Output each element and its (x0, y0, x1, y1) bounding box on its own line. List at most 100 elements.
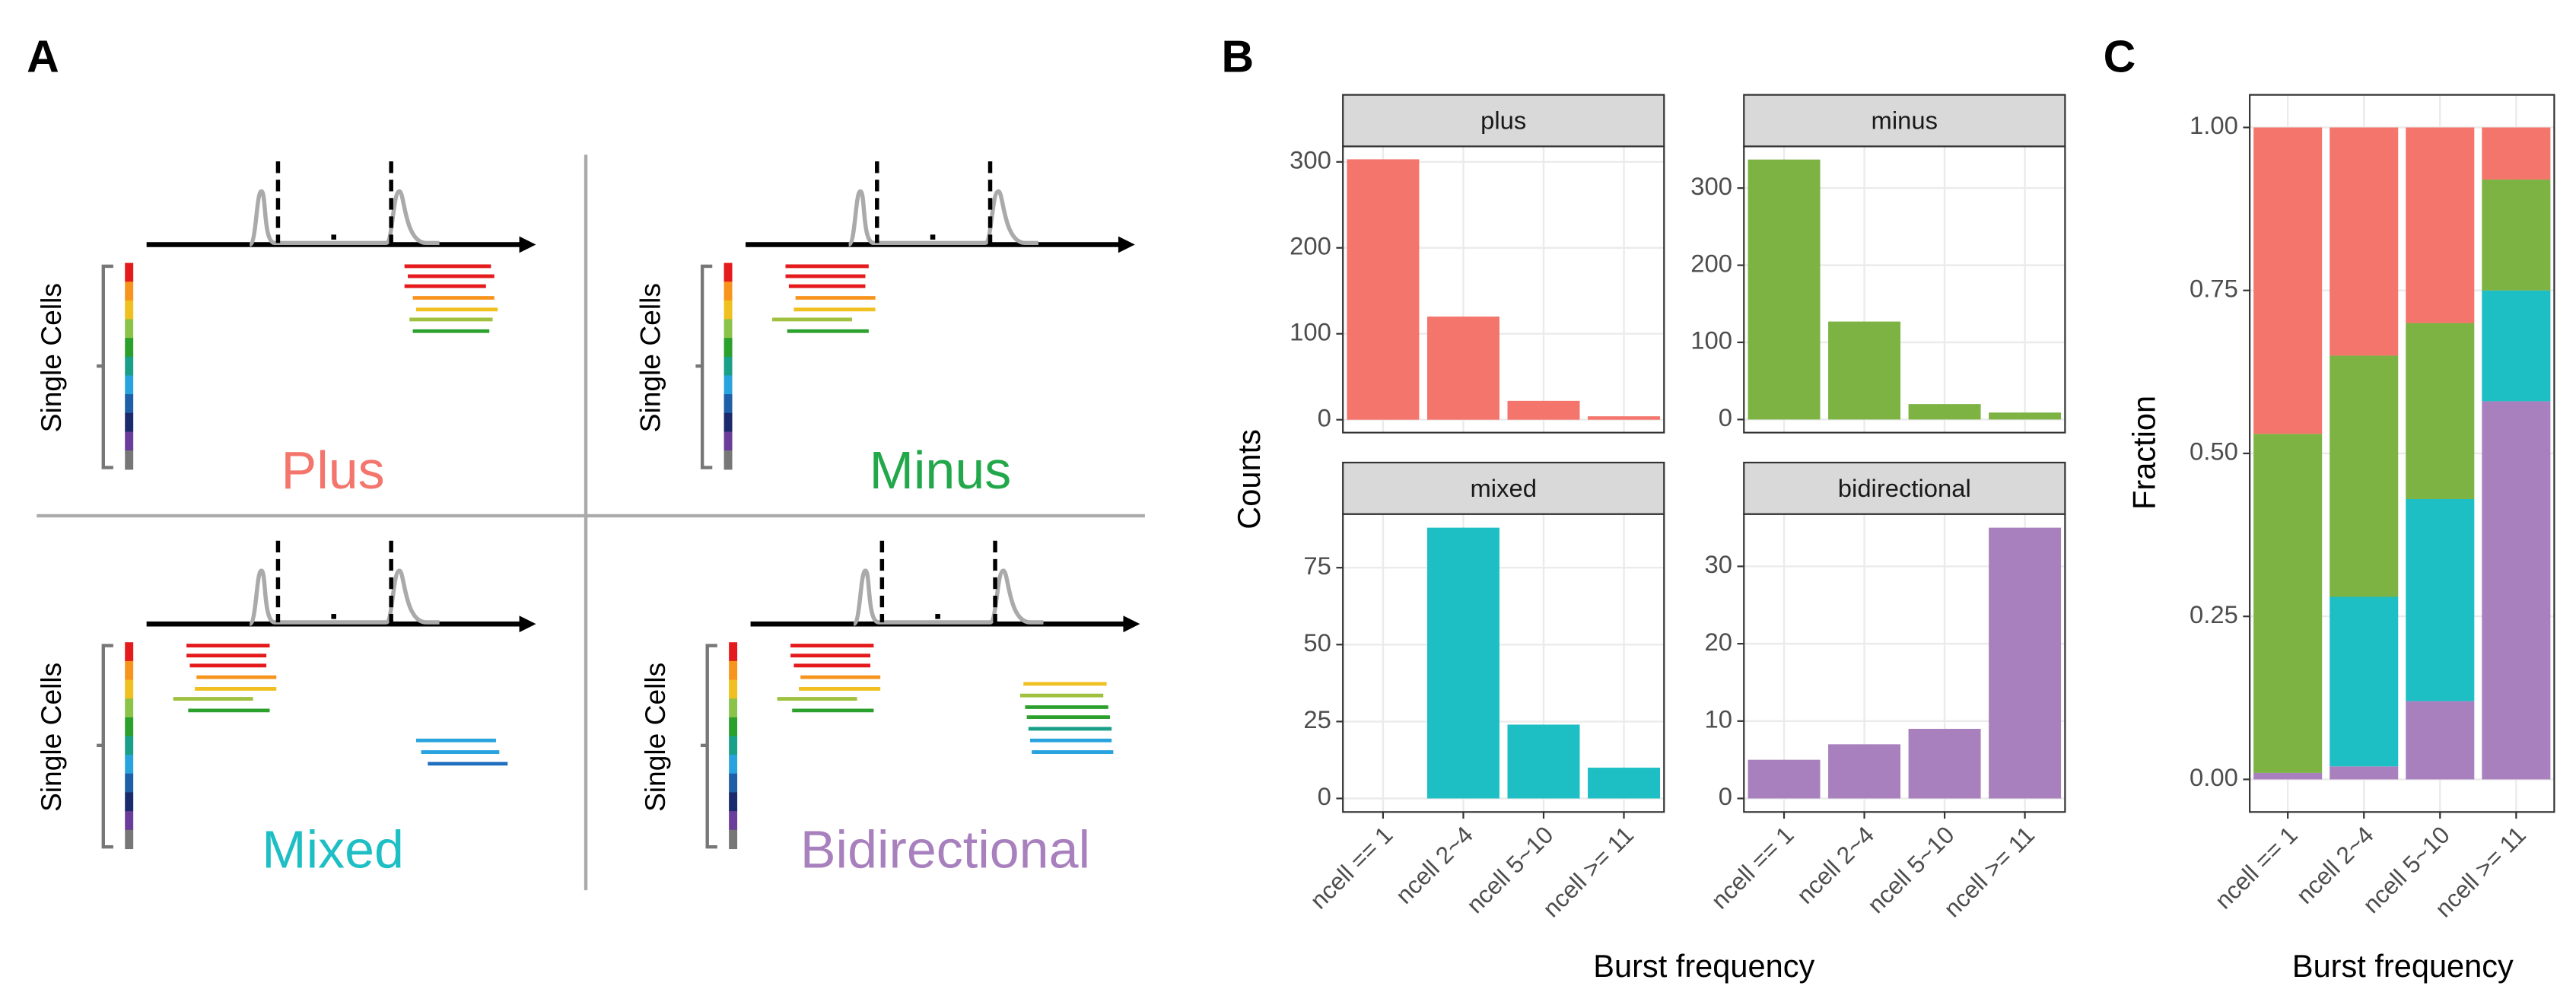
y-tick-label: 300 (1290, 145, 1331, 173)
strip-label: mixed (1470, 474, 1537, 502)
y-tick-label: 0 (1318, 782, 1331, 810)
strip-label: bidirectional (1838, 474, 1971, 502)
bar-segment (2406, 701, 2475, 780)
cell-color (125, 829, 134, 850)
cell-color (125, 394, 134, 414)
bar-segment (2330, 596, 2399, 767)
dot (935, 614, 940, 619)
quadrant-label: Plus (281, 440, 385, 500)
quadrant-label: Minus (870, 440, 1012, 500)
bracket (97, 264, 113, 469)
y-tick-label: 200 (1290, 231, 1331, 259)
cell-color (125, 338, 134, 358)
dot (331, 234, 336, 240)
y-tick-label: 50 (1303, 628, 1331, 657)
bar-segment (2482, 127, 2551, 180)
cell-color (125, 792, 134, 812)
x-axis-title: Burst frequency (2292, 948, 2514, 984)
bar-segment (2330, 355, 2399, 597)
cell-color (125, 300, 134, 320)
cell-color (729, 792, 738, 812)
cell-color (724, 394, 733, 414)
cell-color (729, 755, 738, 774)
bar (1748, 159, 1821, 420)
panel-border (1743, 513, 2066, 813)
strip-label: minus (1872, 106, 1938, 134)
y-tick-label: 0.50 (2190, 437, 2238, 466)
quadrant-label: Mixed (262, 819, 404, 879)
y-tick-label: 300 (1690, 172, 1732, 200)
cell-color (125, 412, 134, 433)
y-tick-label: 25 (1303, 705, 1331, 733)
y-tick-label: 0.00 (2190, 763, 2238, 791)
y-tick-label: 200 (1690, 249, 1732, 277)
bar (1426, 527, 1499, 799)
bar (1908, 404, 1981, 420)
bar (1828, 744, 1901, 799)
strip (1342, 94, 1665, 148)
cell-color (724, 319, 733, 339)
quadrant: Single Cells Minus (634, 161, 1135, 500)
bar (1748, 759, 1821, 799)
y-tick-label: 1.00 (2190, 111, 2238, 139)
cell-color (729, 811, 738, 831)
panel (1343, 514, 1665, 813)
bar-segment (2482, 180, 2551, 291)
y-tick-label: 10 (1704, 704, 1732, 733)
cell-color (724, 338, 733, 358)
cell-color (724, 412, 733, 433)
cell-color (125, 811, 134, 831)
cell-color (724, 356, 733, 377)
y-tick-label: 0 (1318, 403, 1331, 431)
cell-color (125, 773, 134, 794)
cell-color (125, 736, 134, 755)
dot (331, 614, 336, 619)
panel-border (2249, 94, 2555, 813)
y-tick-label: 100 (1290, 317, 1331, 345)
panel-label: A (27, 31, 59, 81)
bar-segment (2482, 290, 2551, 402)
cell-color (724, 262, 733, 282)
y-label: Single Cells (639, 663, 671, 812)
panel-border (1342, 513, 1665, 813)
cell-color (125, 660, 134, 681)
strip (1743, 461, 2066, 515)
strip (1743, 94, 2066, 148)
y-tick-label: 20 (1704, 628, 1732, 656)
cell-color (724, 375, 733, 395)
strip-label: plus (1480, 106, 1526, 134)
arrow-head (1118, 236, 1135, 253)
cell-color (125, 431, 134, 451)
charts: plus0100200300minus0100200300mixed025507… (1231, 94, 2555, 984)
arrow-head (519, 615, 536, 633)
bar (1588, 416, 1661, 420)
cell-color (724, 281, 733, 301)
bar (1588, 768, 1661, 799)
cell-color (125, 679, 134, 699)
y-label: Single Cells (35, 283, 67, 432)
bracket (700, 644, 717, 849)
quadrant-label: Bidirectional (800, 819, 1090, 879)
bar-segment (2253, 127, 2323, 434)
cell-color (729, 679, 738, 699)
bar-segment (2253, 772, 2323, 780)
cell-color (125, 755, 134, 774)
bar (1507, 400, 1580, 420)
bar-segment (2253, 434, 2323, 773)
y-tick-label: 0.75 (2190, 274, 2238, 302)
arrow-head (1123, 615, 1140, 633)
y-tick-label: 75 (1303, 552, 1331, 580)
cell-color (125, 450, 134, 470)
cell-color (729, 642, 738, 662)
bar-segment (2406, 127, 2475, 323)
y-tick-label: 0 (1719, 403, 1732, 431)
bar (1828, 321, 1901, 420)
quadrant: Single Cells Plus (35, 161, 536, 500)
cell-color (125, 281, 134, 301)
dot (930, 234, 936, 240)
cell-color (729, 698, 738, 718)
y-tick-label: 30 (1704, 550, 1732, 578)
